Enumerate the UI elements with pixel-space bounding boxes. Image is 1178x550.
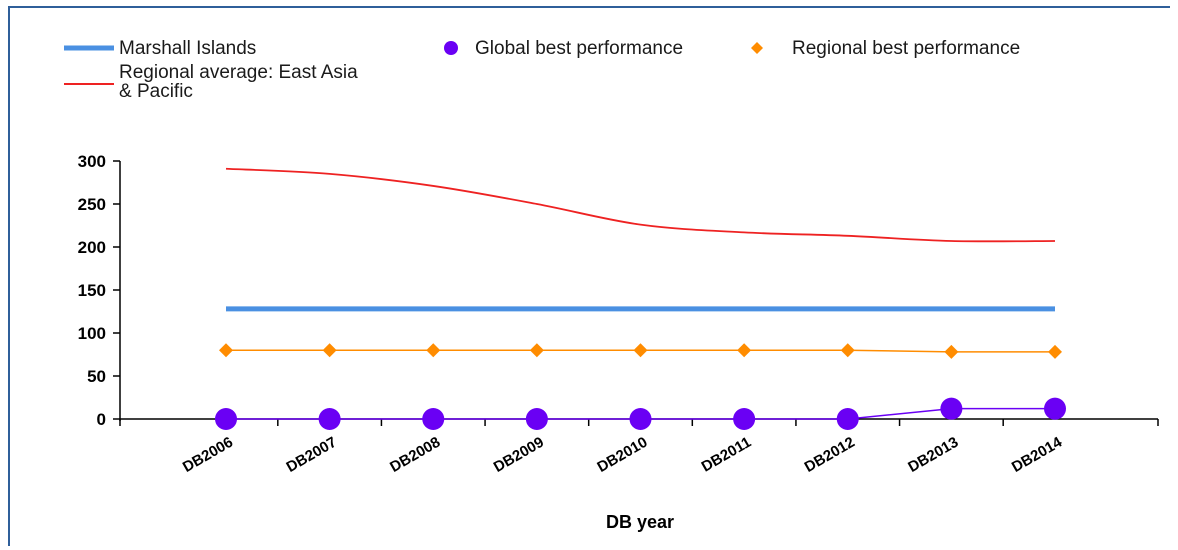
series-1 (215, 397, 1066, 430)
x-tick-label: DB2008 (387, 434, 443, 476)
data-point (1044, 397, 1066, 420)
data-point (318, 408, 341, 430)
data-point (1048, 344, 1062, 359)
y-tick-label: 250 (78, 195, 106, 214)
y-tick-label: 150 (78, 281, 106, 300)
y-tick-label: 0 (97, 410, 106, 429)
data-point (322, 343, 337, 358)
legend-item-regional-average: Regional average: East Asia & Pacific (64, 62, 363, 102)
data-point (840, 343, 855, 358)
data-point (940, 397, 963, 420)
line-chart: Marshall Islands Global best performance… (64, 38, 1159, 532)
legend-label-regional-best: Regional best performance (792, 38, 1020, 59)
y-tick-label: 200 (78, 238, 106, 257)
legend-swatch-regional-best (751, 42, 763, 54)
x-tick-label: DB2009 (491, 434, 547, 476)
data-point (426, 343, 441, 358)
y-tick-label: 100 (78, 324, 106, 343)
data-point (737, 343, 752, 358)
x-axis-title: DB year (606, 512, 674, 532)
legend: Marshall Islands Global best performance… (64, 38, 1020, 102)
data-point (529, 343, 544, 358)
legend-label-global-best: Global best performance (475, 38, 683, 59)
x-tick-label: DB2010 (594, 434, 650, 476)
legend-label-regional-average: Regional average: East Asia & Pacific (119, 62, 363, 102)
data-point (633, 343, 648, 358)
chart-frame: Marshall Islands Global best performance… (8, 6, 1170, 546)
data-point (629, 408, 652, 430)
legend-swatch-global-best (444, 41, 458, 55)
series-line (225, 167, 1056, 243)
legend-item-global-best: Global best performance (444, 38, 683, 59)
x-tick-label: DB2014 (1009, 433, 1066, 476)
x-tick-label: DB2013 (905, 434, 961, 476)
series-3 (225, 167, 1056, 243)
x-tick-label: DB2006 (180, 434, 236, 476)
series-2 (219, 343, 1062, 359)
data-point (525, 408, 548, 430)
legend-item-marshall-islands: Marshall Islands (64, 38, 256, 59)
x-tick-label: DB2011 (699, 434, 754, 476)
x-tick-label: DB2012 (802, 434, 858, 476)
x-tick-label: DB2007 (283, 434, 339, 476)
y-ticks: 0 50 100 150 200 250 300 (78, 152, 120, 429)
data-point (215, 408, 237, 430)
y-tick-label: 50 (87, 367, 106, 386)
data-point (836, 408, 859, 430)
data-point (422, 408, 445, 430)
legend-label-marshall-islands: Marshall Islands (119, 38, 256, 59)
data-point (733, 408, 756, 430)
data-point (944, 344, 959, 359)
legend-item-regional-best: Regional best performance (751, 38, 1020, 59)
series-layer (215, 167, 1066, 430)
data-point (219, 343, 233, 358)
y-tick-label: 300 (78, 152, 106, 171)
axes (119, 161, 1158, 421)
